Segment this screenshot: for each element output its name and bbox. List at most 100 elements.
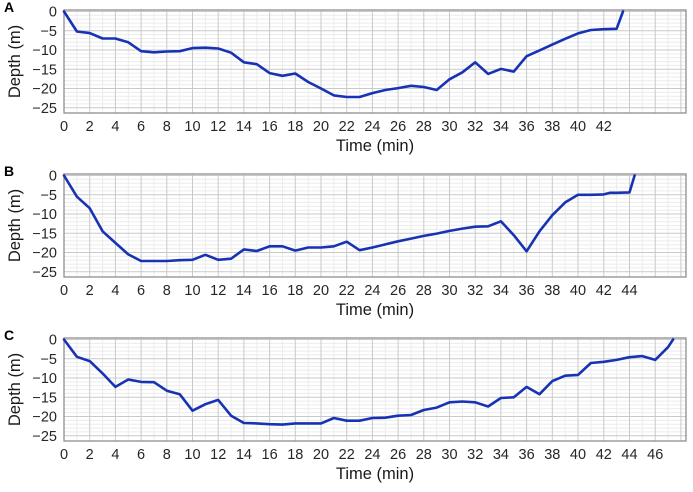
x-tick-label: 24 xyxy=(364,447,380,463)
panel-label: C xyxy=(4,327,14,343)
x-tick-label: 16 xyxy=(262,447,278,463)
x-axis-title: Time (min) xyxy=(336,137,414,155)
y-tick-label: −10 xyxy=(32,43,57,59)
x-tick-label: 16 xyxy=(262,119,278,135)
x-tick-label: 6 xyxy=(137,447,145,463)
x-tick-label: 40 xyxy=(570,283,586,299)
plot-border xyxy=(63,337,687,442)
y-tick-label: −20 xyxy=(32,82,57,98)
y-axis-title: Depth (m) xyxy=(6,353,24,426)
x-tick-label: 6 xyxy=(137,283,145,299)
x-tick-label: 20 xyxy=(313,119,329,135)
x-tick-label: 44 xyxy=(621,283,637,299)
x-tick-label: 40 xyxy=(570,119,586,135)
y-tick-label: −10 xyxy=(32,207,57,223)
y-axis-title: Depth (m) xyxy=(6,25,24,98)
x-tick-label: 32 xyxy=(467,119,483,135)
x-tick-label: 38 xyxy=(544,447,560,463)
x-tick-label: 16 xyxy=(262,283,278,299)
x-tick-label: 42 xyxy=(596,119,612,135)
x-tick-label: 36 xyxy=(519,119,535,135)
y-tick-label: −15 xyxy=(32,226,57,242)
x-tick-label: 26 xyxy=(390,119,406,135)
y-tick-label: −25 xyxy=(32,429,57,445)
x-tick-label: 34 xyxy=(493,447,509,463)
y-tick-label: 0 xyxy=(49,169,57,185)
x-tick-label: 36 xyxy=(519,283,535,299)
x-tick-label: 32 xyxy=(467,447,483,463)
x-tick-label: 0 xyxy=(60,447,68,463)
x-tick-label: 12 xyxy=(210,447,226,463)
y-tick-label: −25 xyxy=(32,101,57,117)
x-tick-label: 42 xyxy=(596,283,612,299)
x-tick-label: 18 xyxy=(287,119,303,135)
x-tick-label: 26 xyxy=(390,447,406,463)
y-tick-label: −25 xyxy=(32,265,57,281)
x-tick-label: 12 xyxy=(210,119,226,135)
y-axis-title: Depth (m) xyxy=(6,189,24,262)
y-tick-label: −20 xyxy=(32,246,57,262)
y-tick-label: −15 xyxy=(32,62,57,78)
y-tick-label: −5 xyxy=(40,24,57,40)
y-tick-label: −15 xyxy=(32,390,57,406)
x-tick-label: 22 xyxy=(339,447,355,463)
dive-depth-profile-B xyxy=(62,174,636,263)
x-tick-label: 10 xyxy=(184,283,200,299)
x-tick-label: 46 xyxy=(647,447,663,463)
x-tick-label: 26 xyxy=(390,283,406,299)
x-tick-label: 18 xyxy=(287,447,303,463)
plot-border xyxy=(63,9,687,114)
x-tick-label: 28 xyxy=(416,283,432,299)
x-tick-label: 4 xyxy=(111,283,119,299)
x-tick-label: 44 xyxy=(621,447,637,463)
x-tick-label: 2 xyxy=(86,447,94,463)
y-tick-label: −5 xyxy=(40,352,57,368)
y-tick-label: 0 xyxy=(49,333,57,349)
y-tick-label: 0 xyxy=(49,5,57,21)
x-tick-label: 10 xyxy=(184,447,200,463)
x-tick-label: 18 xyxy=(287,283,303,299)
x-tick-label: 32 xyxy=(467,283,483,299)
x-tick-label: 8 xyxy=(163,119,171,135)
x-tick-label: 4 xyxy=(111,119,119,135)
panel-B: 0−5−10−15−20−250 2 4 6 8 10 12 14 16 18 20 22 24 26 28… xyxy=(4,163,687,319)
x-tick-label: 28 xyxy=(416,447,432,463)
x-tick-label: 30 xyxy=(441,283,457,299)
x-tick-label: 0 xyxy=(60,283,68,299)
y-tick-label: −20 xyxy=(32,410,57,426)
x-tick-label: 30 xyxy=(441,119,457,135)
panel-label: A xyxy=(4,0,14,15)
x-tick-label: 6 xyxy=(137,119,145,135)
x-tick-label: 30 xyxy=(441,447,457,463)
x-tick-label: 40 xyxy=(570,447,586,463)
x-tick-label: 0 xyxy=(60,119,68,135)
x-tick-label: 12 xyxy=(210,283,226,299)
plot-border xyxy=(63,173,687,278)
x-tick-label: 20 xyxy=(313,283,329,299)
x-tick-label: 28 xyxy=(416,119,432,135)
x-tick-label: 22 xyxy=(339,119,355,135)
x-tick-label: 8 xyxy=(163,283,171,299)
x-tick-label: 20 xyxy=(313,447,329,463)
panel-label: B xyxy=(4,163,14,179)
x-axis-title: Time (min) xyxy=(336,465,414,483)
x-tick-label: 38 xyxy=(544,119,560,135)
x-tick-label: 34 xyxy=(493,119,509,135)
x-tick-label: 2 xyxy=(86,119,94,135)
x-tick-label: 10 xyxy=(184,119,200,135)
x-tick-label: 34 xyxy=(493,283,509,299)
x-tick-label: 14 xyxy=(236,119,252,135)
dive-depth-profile-C xyxy=(62,338,675,426)
x-tick-label: 24 xyxy=(364,283,380,299)
panel-C: 0−5−10−15−20−250 2 4 6 8 10 12 14 16 18 20 22 24 26 28… xyxy=(4,327,687,483)
x-tick-label: 36 xyxy=(519,447,535,463)
x-tick-label: 2 xyxy=(86,283,94,299)
dive-depth-profile-A xyxy=(62,10,625,99)
x-tick-label: 14 xyxy=(236,283,252,299)
y-tick-label: −10 xyxy=(32,371,57,387)
panel-A: 0−5−10−15−20−250 2 4 6 8 10 12 14 16 18 20 22 24 26 28… xyxy=(4,0,687,155)
x-tick-label: 24 xyxy=(364,119,380,135)
x-tick-label: 4 xyxy=(111,447,119,463)
